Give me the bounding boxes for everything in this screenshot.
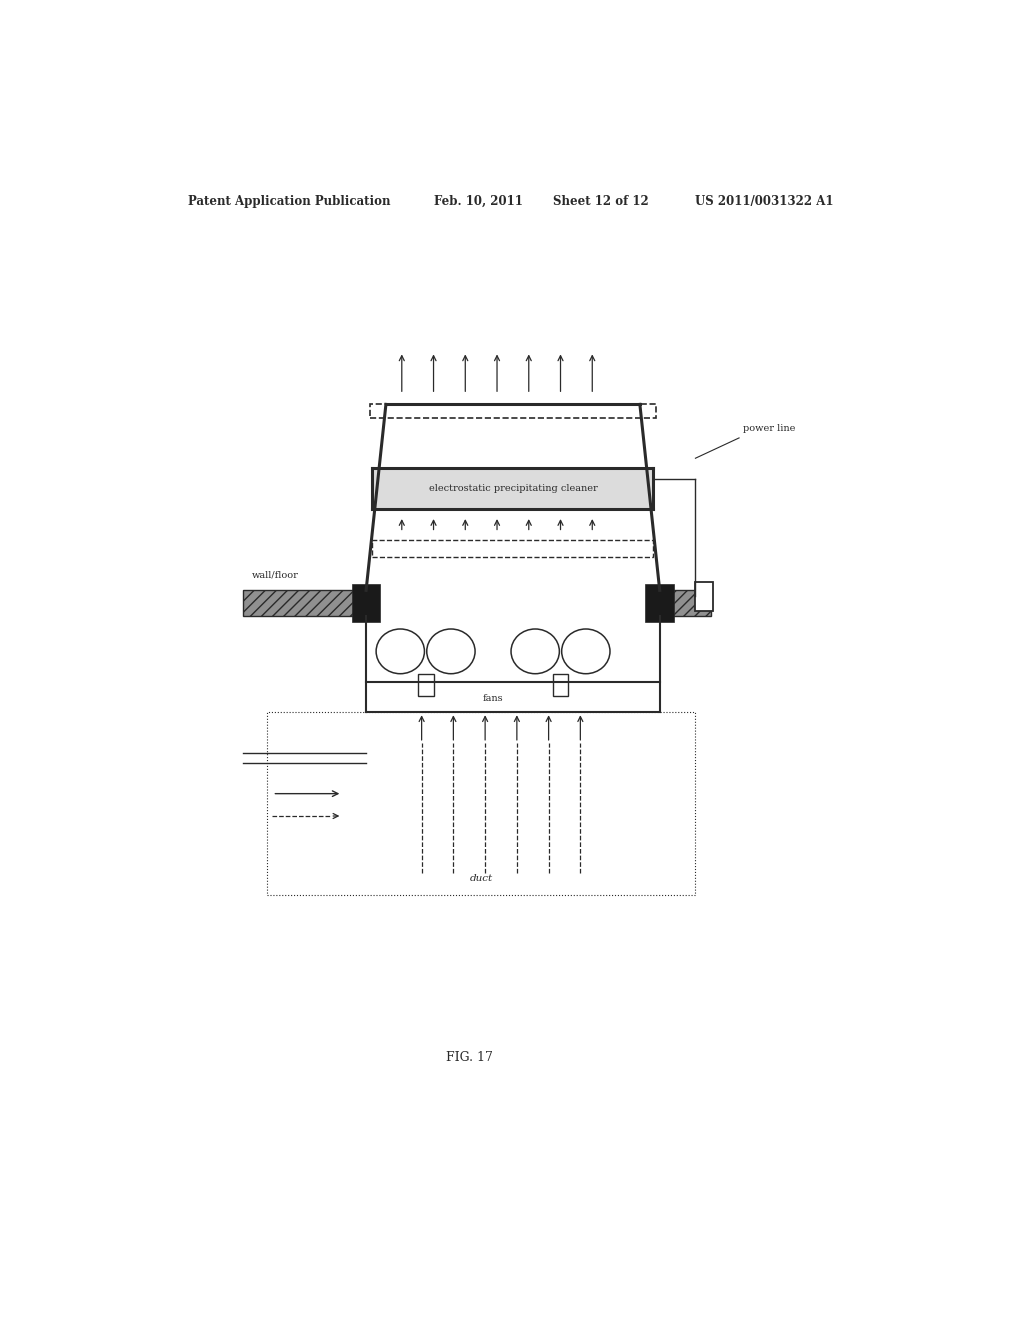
Bar <box>553 673 568 696</box>
Bar <box>373 540 653 557</box>
Text: US 2011/0031322 A1: US 2011/0031322 A1 <box>695 194 834 207</box>
Text: wall/floor: wall/floor <box>252 570 299 579</box>
Bar <box>645 585 674 622</box>
Text: fans: fans <box>482 694 504 704</box>
Bar <box>418 673 433 696</box>
Bar <box>267 713 695 895</box>
Text: duct: duct <box>470 874 493 883</box>
Text: FIG. 17: FIG. 17 <box>445 1052 493 1064</box>
Text: Feb. 10, 2011: Feb. 10, 2011 <box>433 194 522 207</box>
Text: Sheet 12 of 12: Sheet 12 of 12 <box>553 194 648 207</box>
Bar <box>668 590 712 615</box>
Text: electrostatic precipitating cleaner: electrostatic precipitating cleaner <box>428 484 597 494</box>
Text: Patent Application Publication: Patent Application Publication <box>187 194 390 207</box>
Bar <box>695 582 713 611</box>
Text: power line: power line <box>743 424 796 433</box>
Bar <box>243 590 358 615</box>
Bar <box>370 404 655 417</box>
Bar <box>352 585 380 622</box>
Bar <box>668 590 712 615</box>
Bar <box>243 590 358 615</box>
Bar <box>373 469 653 510</box>
